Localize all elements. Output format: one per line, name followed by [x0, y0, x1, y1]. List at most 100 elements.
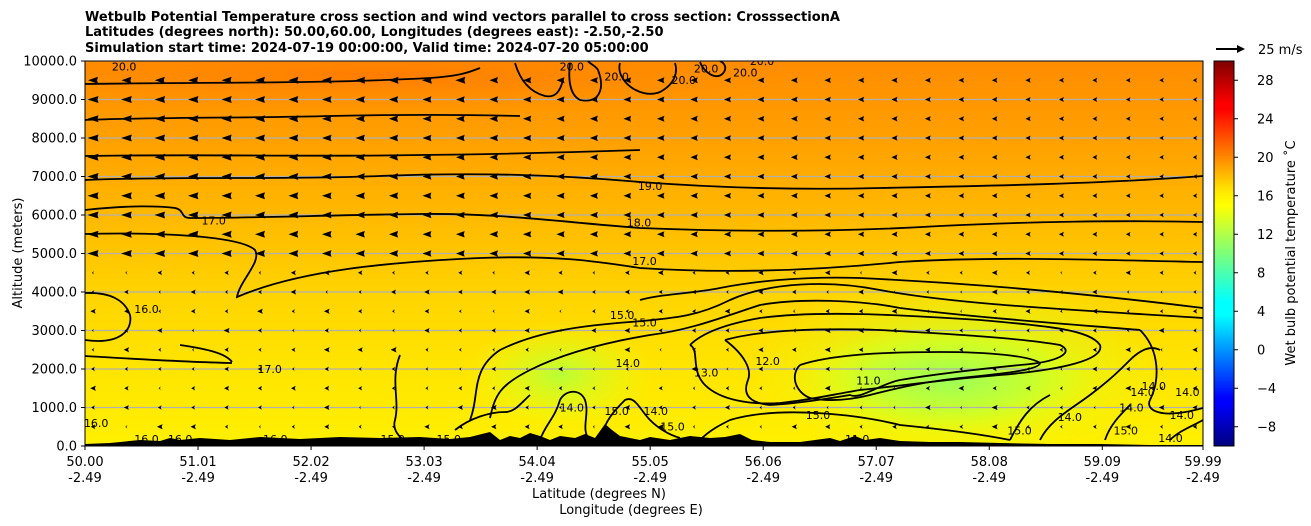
wind-vector	[559, 347, 562, 352]
wind-vector	[924, 135, 931, 141]
wind-vector	[358, 424, 362, 429]
wind-vector	[591, 328, 597, 333]
wind-vector	[991, 212, 998, 218]
wind-vector	[891, 135, 898, 141]
wind-vector	[592, 270, 596, 275]
y-tick-label: 7000.0	[32, 170, 78, 185]
wind-vector	[592, 386, 596, 391]
wind-vector	[221, 173, 232, 180]
y-tick-label: 2000.0	[32, 363, 78, 378]
wind-vector	[489, 231, 498, 238]
wind-vector	[258, 289, 262, 295]
wind-vector	[657, 270, 664, 276]
wind-vector	[824, 231, 831, 238]
wind-vector	[190, 289, 196, 295]
wind-vector	[190, 424, 196, 430]
wind-vector	[1093, 270, 1097, 275]
wind-vector	[924, 231, 931, 237]
wind-vector	[857, 135, 865, 141]
wind-vector	[757, 154, 765, 161]
contour-label: 14.0	[1158, 432, 1183, 445]
wind-vector	[724, 404, 730, 411]
wind-vector	[792, 405, 796, 410]
contour-label: 20.0	[560, 61, 585, 74]
wind-vector	[524, 327, 530, 334]
wind-vector	[624, 289, 630, 295]
contour-label: 13.0	[694, 367, 719, 380]
wind-vector	[1125, 385, 1132, 391]
wind-vector	[225, 289, 229, 295]
wind-vector	[221, 134, 232, 142]
wind-vector	[120, 134, 132, 142]
contour-label: 14.0	[1058, 411, 1083, 424]
wind-vector	[522, 173, 532, 180]
wind-vector	[623, 115, 632, 122]
wind-vector	[724, 308, 731, 314]
wind-vector	[158, 386, 161, 391]
wind-vector	[792, 347, 797, 353]
wind-vector	[191, 405, 196, 410]
wind-vector	[489, 154, 498, 161]
wind-vector	[790, 115, 798, 122]
wind-vector	[154, 173, 166, 180]
wind-vector	[422, 134, 432, 142]
wind-vector	[559, 328, 562, 333]
wind-vector	[388, 173, 399, 180]
wind-vector	[1125, 212, 1131, 218]
wind-vector	[156, 424, 163, 430]
wind-vector	[723, 212, 732, 218]
contour-20-b	[85, 149, 641, 157]
contour-14-edge	[1169, 419, 1203, 441]
wind-vector	[623, 173, 632, 180]
wind-vector	[324, 328, 329, 333]
wind-vector	[1126, 309, 1130, 314]
cool-region-west	[465, 320, 655, 430]
contour-label: 19.0	[638, 180, 663, 193]
wind-vector	[1092, 77, 1098, 83]
wind-vector	[893, 367, 896, 371]
wind-vector	[624, 424, 631, 430]
wind-vector	[288, 134, 299, 142]
wind-vector	[1058, 116, 1064, 122]
wind-vector	[723, 250, 732, 257]
wind-vector	[859, 386, 863, 391]
wind-vector	[793, 309, 796, 314]
wind-vector	[723, 154, 732, 161]
wind-vector	[489, 192, 498, 199]
wind-vector	[457, 404, 463, 411]
wind-vector	[321, 230, 332, 238]
wind-vector	[355, 230, 365, 238]
wind-vector	[158, 347, 162, 352]
wind-vector	[1192, 97, 1198, 102]
wind-vector	[623, 134, 632, 142]
wind-vector	[991, 270, 998, 276]
wind-vector	[692, 424, 696, 429]
contour-15-east	[1009, 394, 1051, 441]
wind-vector	[157, 270, 163, 276]
wind-vector	[692, 270, 696, 275]
wind-vector	[759, 405, 763, 410]
wind-vector	[1092, 328, 1097, 333]
wind-vector	[1058, 135, 1064, 141]
wind-vector	[258, 424, 262, 429]
wind-vector	[154, 76, 165, 84]
wind-vector	[1058, 193, 1064, 199]
wind-vector	[1092, 366, 1098, 372]
wind-vector	[1125, 347, 1131, 353]
wind-vector	[358, 308, 363, 314]
wind-vector	[257, 385, 263, 391]
wind-vector	[1159, 174, 1164, 179]
wind-vector	[422, 153, 432, 161]
wind-vector	[589, 211, 598, 219]
wind-vector	[790, 192, 798, 199]
wind-vector	[558, 424, 563, 430]
colorbar-tick-label: 8	[1257, 266, 1265, 281]
wind-vector	[1125, 424, 1132, 430]
wind-vector	[924, 212, 931, 218]
y-tick-label: 0.0	[56, 440, 77, 455]
wind-vector	[491, 366, 496, 372]
wind-vector	[924, 173, 931, 180]
x-tick-label-lat: 59.99	[1184, 455, 1221, 470]
wind-vector	[522, 211, 532, 219]
wind-vector	[924, 193, 931, 199]
